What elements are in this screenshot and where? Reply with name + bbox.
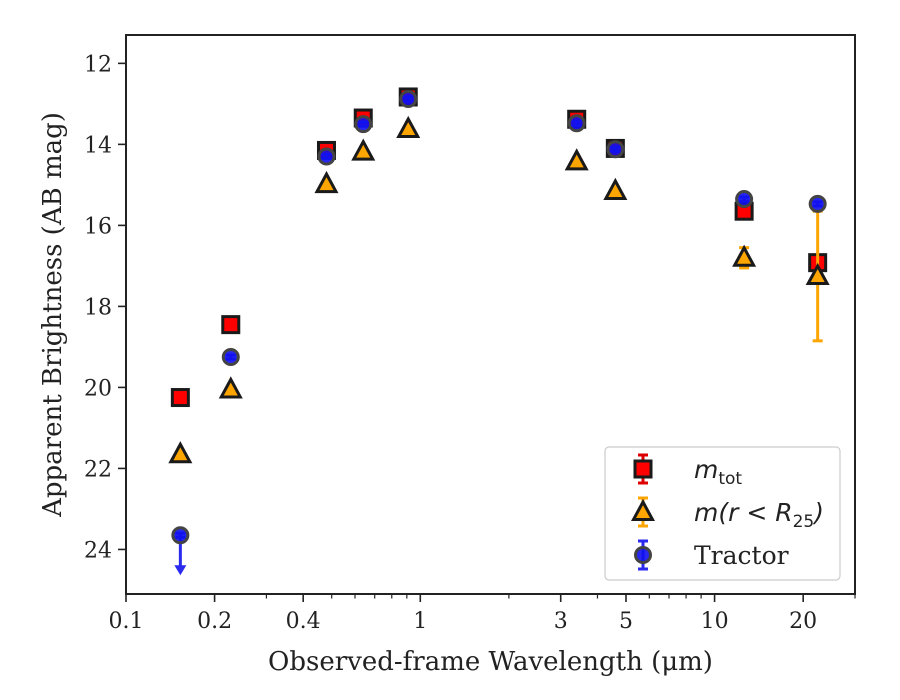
series-2-point-4 [399, 90, 418, 109]
x-tick-label-6: 10 [701, 609, 729, 634]
tick-layer: 0.1 0.2 0.4 1 3 5 10 20 12 14 16 18 20 22 24 [84, 52, 856, 634]
x-tick-label-0: 0.1 [109, 609, 144, 634]
legend-item-1: m(r < R25) [630, 496, 824, 532]
series-2-point-2 [317, 147, 336, 166]
legend: mtot m(r < R25) Tractor [604, 446, 841, 581]
series-1-point-8 [805, 262, 830, 286]
series-0-point-1 [221, 315, 241, 335]
series-1-point-1 [218, 376, 243, 399]
x-axis-label: Observed-frame Wavelength (μm) [268, 647, 713, 677]
y-tick-label-1: 14 [84, 133, 112, 158]
y-tick-label-2: 16 [84, 214, 112, 239]
series-2-limit-arrow-0 [174, 565, 187, 576]
series-1-point-5 [564, 148, 589, 171]
y-tick-label-3: 18 [84, 295, 112, 320]
x-tick-label-5: 5 [619, 609, 633, 634]
legend-marker-2 [634, 546, 652, 564]
series-1-point-2 [314, 170, 339, 194]
x-tick-label-4: 3 [554, 609, 568, 634]
x-tick-label-3: 1 [413, 609, 427, 634]
series-2-point-0 [171, 526, 190, 545]
series-1-point-6 [603, 177, 628, 200]
y-tick-label-6: 24 [84, 538, 112, 563]
series-0-point-0 [170, 388, 190, 408]
legend-item-2: Tractor [634, 539, 789, 571]
series-2 [171, 90, 827, 576]
series-2-point-6 [606, 140, 625, 159]
y-tick-label-5: 22 [84, 457, 112, 482]
series-1-point-3 [351, 138, 376, 161]
legend-label-1: m(r < R25) [694, 498, 824, 532]
legend-marker-1 [630, 498, 656, 521]
legend-box [604, 446, 841, 581]
plot-frame [125, 34, 856, 595]
y-tick-label-0: 12 [84, 52, 112, 77]
series-0 [170, 87, 828, 408]
x-tick-label-2: 0.4 [286, 609, 321, 634]
legend-marker-0 [633, 459, 653, 479]
x-tick-label-7: 20 [789, 609, 817, 634]
legend-label-0: mtot [694, 455, 742, 489]
series-2-point-7 [735, 190, 754, 209]
series-1 [168, 115, 830, 464]
x-tick-label-1: 0.2 [197, 609, 232, 634]
series-2-point-1 [221, 348, 240, 367]
series-1-point-4 [396, 115, 421, 138]
y-tick-label-4: 20 [84, 376, 112, 401]
legend-item-0: mtot [633, 453, 742, 489]
legend-label-2: Tractor [694, 541, 789, 570]
data-mark-layer [168, 87, 830, 576]
series-2-point-5 [567, 114, 586, 133]
series-2-point-3 [354, 115, 373, 134]
series-1-point-0 [168, 441, 193, 464]
y-axis-label: Apparent Brightness (AB mag) [38, 112, 68, 518]
series-1-point-7 [732, 244, 757, 267]
series-2-point-8 [808, 194, 827, 213]
